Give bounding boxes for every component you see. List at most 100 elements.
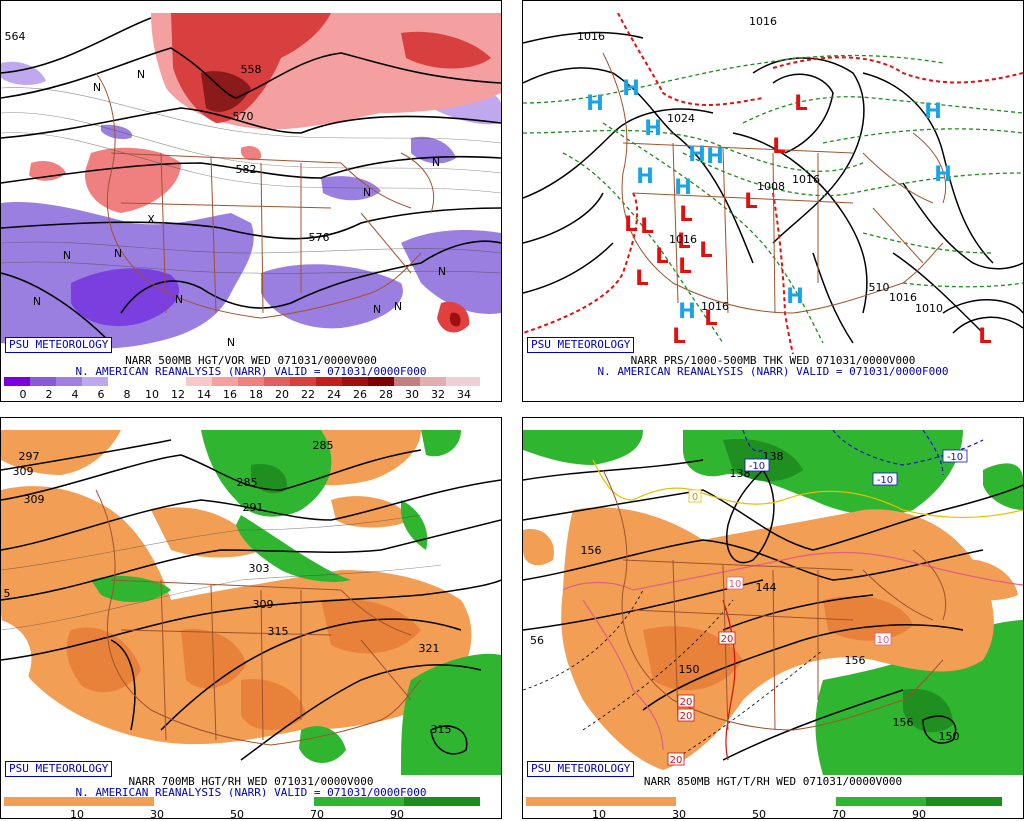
svg-text:558: 558 <box>241 63 262 76</box>
svg-text:1024: 1024 <box>667 112 695 125</box>
svg-text:N: N <box>63 249 71 262</box>
map-500mb: N N N N N N N N N N N N X 564 576 582 57… <box>1 13 501 354</box>
svg-text:291: 291 <box>243 501 264 514</box>
colorbar-vorticity <box>4 377 480 386</box>
svg-text:N: N <box>137 68 145 81</box>
svg-text:N: N <box>175 293 183 306</box>
svg-text:0: 0 <box>692 492 698 503</box>
svg-text:H: H <box>644 116 662 140</box>
svg-text:H: H <box>924 99 942 123</box>
svg-text:564: 564 <box>5 30 26 43</box>
svg-text:L: L <box>978 324 991 348</box>
svg-text:H: H <box>636 164 654 188</box>
svg-text:1016: 1016 <box>577 30 605 43</box>
svg-text:L: L <box>672 324 685 348</box>
caption-line2: N. AMERICAN REANALYSIS (NARR) VALID = 07… <box>597 365 949 378</box>
low-pressure-marker: L <box>794 91 807 115</box>
caption-line1: NARR 500MB HGT/VOR WED 071031/0000V000 <box>125 354 377 367</box>
svg-text:H: H <box>934 162 952 186</box>
branding-label: PSU METEOROLOGY <box>527 337 635 353</box>
svg-text:N: N <box>33 295 41 308</box>
svg-text:20: 20 <box>721 634 734 645</box>
panel-850mb-temp-rh: 138 138 156 144 156 156 150 56 150 -10 -… <box>522 417 1024 821</box>
high-pressure-marker: H <box>586 91 604 115</box>
svg-text:H: H <box>688 142 706 166</box>
panel-500mb-vorticity: N N N N N N N N N N N N X 564 576 582 57… <box>0 0 502 402</box>
vorticity-map: N N N N N N N N N N N N X 564 576 582 57… <box>1 13 501 354</box>
svg-text:303: 303 <box>249 562 270 575</box>
colorbar-rh <box>4 797 480 806</box>
svg-text:20: 20 <box>680 697 693 708</box>
svg-text:582: 582 <box>236 163 257 176</box>
vort-min-marker: N <box>93 81 101 94</box>
svg-text:L: L <box>640 214 653 238</box>
branding-label: PSU METEOROLOGY <box>527 761 635 777</box>
svg-text:1008: 1008 <box>757 180 785 193</box>
svg-text:L: L <box>655 244 668 268</box>
svg-text:N: N <box>227 336 235 349</box>
svg-text:L: L <box>744 189 757 213</box>
svg-text:10: 10 <box>729 579 742 590</box>
svg-text:H: H <box>706 144 724 168</box>
svg-text:309: 309 <box>13 465 34 478</box>
svg-text:-10: -10 <box>877 475 893 486</box>
svg-text:56: 56 <box>530 634 544 647</box>
svg-text:L: L <box>704 306 717 330</box>
caption-line1: NARR PRS/1000-500MB THK WED 071031/0000V… <box>630 354 916 367</box>
map-pressure: H H H H H H H H H H H H L L L L L L L L <box>523 13 1023 354</box>
svg-text:315: 315 <box>431 723 452 736</box>
map-850mb: 138 138 156 144 156 156 150 56 150 -10 -… <box>523 430 1023 775</box>
svg-text:150: 150 <box>939 730 960 743</box>
svg-text:285: 285 <box>237 476 258 489</box>
svg-text:N: N <box>363 186 371 199</box>
svg-text:-10: -10 <box>947 452 963 463</box>
caption-line1: NARR 850MB HGT/T/RH WED 071031/0000V000 <box>643 775 903 788</box>
svg-text:N: N <box>394 300 402 313</box>
svg-text:L: L <box>624 212 637 236</box>
svg-text:H: H <box>678 299 696 323</box>
svg-text:510: 510 <box>869 281 890 294</box>
panel-700mb-rh: 297 309 309 285 291 303 309 315 321 315 … <box>0 417 502 821</box>
svg-text:20: 20 <box>670 755 683 766</box>
caption-line2: N. AMERICAN REANALYSIS (NARR) VALID = 07… <box>75 786 427 799</box>
branding-label: PSU METEOROLOGY <box>5 337 113 353</box>
svg-text:570: 570 <box>233 110 254 123</box>
map-700mb: 297 309 309 285 291 303 309 315 321 315 … <box>1 430 501 775</box>
svg-text:576: 576 <box>309 231 330 244</box>
svg-text:285: 285 <box>313 439 334 452</box>
pressure-map: H H H H H H H H H H H H L L L L L L L L <box>523 13 1023 354</box>
svg-text:-10: -10 <box>749 461 765 472</box>
svg-text:156: 156 <box>893 716 914 729</box>
svg-text:297: 297 <box>19 450 40 463</box>
svg-text:H: H <box>622 76 640 100</box>
svg-text:N: N <box>373 303 381 316</box>
svg-text:N: N <box>114 247 122 260</box>
svg-text:144: 144 <box>756 581 777 594</box>
svg-text:321: 321 <box>419 642 440 655</box>
svg-text:L: L <box>772 134 785 158</box>
rh700-map: 297 309 309 285 291 303 309 315 321 315 … <box>1 430 501 775</box>
svg-text:5: 5 <box>4 587 11 600</box>
svg-text:1016: 1016 <box>669 233 697 246</box>
caption-line1: NARR 700MB HGT/RH WED 071031/0000V000 <box>128 775 374 788</box>
svg-text:1016: 1016 <box>889 291 917 304</box>
colorbar-rh <box>526 797 1002 806</box>
svg-text:N: N <box>438 265 446 278</box>
svg-text:H: H <box>674 175 692 199</box>
svg-text:L: L <box>679 202 692 226</box>
svg-text:1010: 1010 <box>915 302 943 315</box>
svg-text:1016: 1016 <box>792 173 820 186</box>
svg-text:309: 309 <box>253 598 274 611</box>
svg-text:N: N <box>432 156 440 169</box>
caption-line2: N. AMERICAN REANALYSIS (NARR) VALID = 07… <box>75 365 427 378</box>
svg-text:309: 309 <box>24 493 45 506</box>
svg-text:150: 150 <box>679 663 700 676</box>
svg-text:156: 156 <box>845 654 866 667</box>
svg-text:L: L <box>677 229 690 253</box>
svg-text:1016: 1016 <box>749 15 777 28</box>
rh850-map: 138 138 156 144 156 156 150 56 150 -10 -… <box>523 430 1023 775</box>
svg-text:10: 10 <box>877 635 890 646</box>
svg-text:H: H <box>786 284 804 308</box>
svg-text:L: L <box>635 266 648 290</box>
svg-text:1016: 1016 <box>701 300 729 313</box>
